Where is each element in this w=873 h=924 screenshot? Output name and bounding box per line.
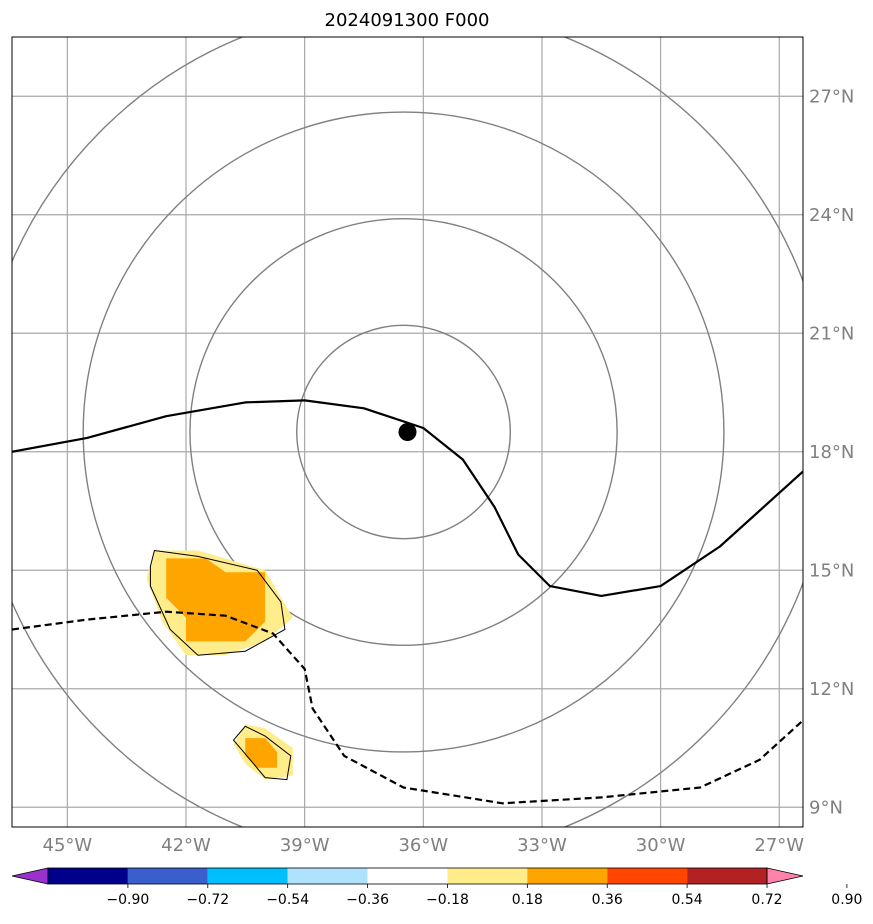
colorbar-swatch: [447, 868, 528, 884]
shaded-region: [166, 558, 266, 642]
colorbar-label: −0.36: [346, 892, 389, 908]
colorbar: −0.90 −0.72 −0.54 −0.36 −0.18 0.18 0.36 0.54 0.7…: [11, 867, 862, 908]
colorbar-extend-low: [11, 867, 49, 885]
colorbar-label: 0.18: [512, 892, 543, 908]
lon-tick-label: 45°W: [43, 835, 93, 856]
lat-tick-label: 24°N: [809, 205, 854, 226]
colorbar-swatch: [527, 868, 608, 884]
colorbar-label: −0.54: [266, 892, 309, 908]
range-ring: [189, 217, 618, 647]
region-outline: [232, 725, 292, 781]
map-frame: [11, 36, 804, 828]
colorbar-swatch: [607, 868, 688, 884]
colorbar-label: −0.72: [186, 892, 229, 908]
solid-contour-line: [12, 399, 803, 598]
lon-tick-label: 36°W: [398, 835, 448, 856]
colorbar-frame: [47, 867, 768, 885]
range-rings: [12, 37, 803, 827]
lat-tick-label: 15°N: [809, 560, 854, 581]
lat-tick-label: 21°N: [809, 323, 854, 344]
colorbar-swatch: [207, 868, 288, 884]
colorbar-swatch: [367, 868, 448, 884]
colorbar-label: 0.36: [592, 892, 623, 908]
colorbar-label: −0.18: [426, 892, 469, 908]
colorbar-label: 0.54: [672, 892, 703, 908]
colorbar-label: 0.90: [831, 892, 862, 908]
colorbar-swatch: [127, 868, 208, 884]
lon-tick-label: 30°W: [636, 835, 686, 856]
lat-tick-label: 18°N: [809, 442, 854, 463]
lon-tick-label: 39°W: [280, 835, 330, 856]
colorbar-swatch: [287, 868, 368, 884]
range-ring: [296, 324, 512, 540]
dashed-contour-line: [12, 610, 803, 805]
longitude-tick-labels: 45°W 42°W 39°W 36°W 33°W 30°W 27°W: [43, 835, 805, 856]
gridlines: [12, 37, 803, 827]
storm-center-marker: [398, 423, 417, 441]
shaded-region: [245, 738, 277, 768]
latitude-tick-labels: 9°N 12°N 15°N 18°N 21°N 24°N 27°N: [809, 86, 854, 818]
lon-tick-label: 33°W: [517, 835, 567, 856]
lat-tick-label: 9°N: [809, 797, 843, 818]
lon-tick-label: 42°W: [161, 835, 211, 856]
map-plot-area: [12, 37, 803, 827]
shaded-regions: [146, 550, 293, 780]
region-outline: [149, 549, 286, 656]
lat-tick-label: 27°N: [809, 86, 854, 107]
chart-title: 2024091300 F000: [325, 10, 490, 31]
colorbar-label: 0.72: [751, 892, 782, 908]
lon-tick-label: 27°W: [754, 835, 804, 856]
colorbar-extend-high: [766, 867, 804, 885]
colorbar-swatch: [48, 868, 128, 884]
range-ring: [82, 111, 725, 753]
colorbar-swatch: [687, 868, 767, 884]
colorbar-label: −0.90: [106, 892, 149, 908]
lat-tick-label: 12°N: [809, 679, 854, 700]
contour-lines: [12, 399, 803, 805]
